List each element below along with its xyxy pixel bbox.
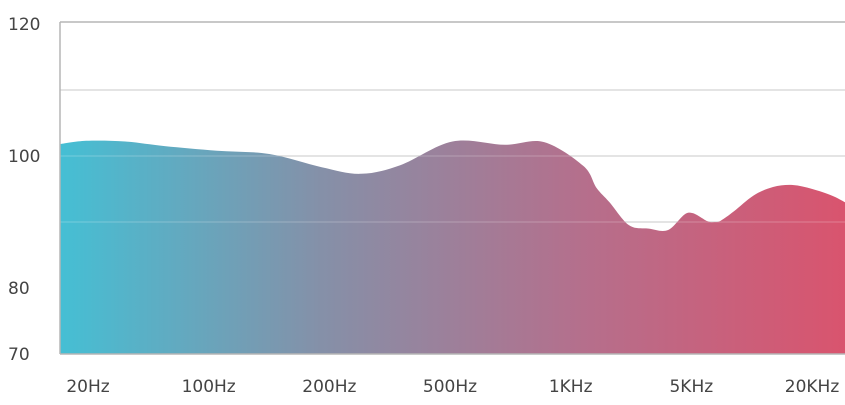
x-tick-label: 5KHz [669,377,713,397]
x-axis-ticks: 20Hz 100Hz 200Hz 500Hz 1KHz 5KHz 20KHz [66,377,839,397]
x-tick-label: 20Hz [66,377,109,397]
x-tick-label: 1KHz [549,377,593,397]
axes-layer [59,21,845,355]
x-tick-label: 200Hz [302,377,356,397]
response-area [60,140,845,354]
y-tick-label: 70 [8,345,30,365]
x-tick-label: 500Hz [423,377,477,397]
y-tick-label: 80 [8,279,30,299]
x-tick-label: 20KHz [785,377,840,397]
y-tick-label: 100 [8,147,40,167]
y-tick-label: 120 [8,15,40,35]
y-axis-ticks: 70 80 100 120 [8,15,40,365]
gridline-overlay [60,89,845,223]
x-tick-label: 100Hz [182,377,236,397]
